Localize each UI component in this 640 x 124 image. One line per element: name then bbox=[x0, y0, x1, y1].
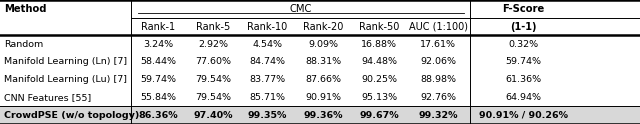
Bar bbox=[0, 106, 640, 124]
Text: 17.61%: 17.61% bbox=[420, 40, 456, 49]
Text: 92.06%: 92.06% bbox=[420, 58, 456, 66]
Text: 99.36%: 99.36% bbox=[303, 111, 343, 120]
Text: 3.24%: 3.24% bbox=[143, 40, 173, 49]
Text: 85.71%: 85.71% bbox=[249, 93, 285, 102]
Text: 88.31%: 88.31% bbox=[305, 58, 341, 66]
Text: AUC (1:100): AUC (1:100) bbox=[409, 22, 468, 32]
Text: 61.36%: 61.36% bbox=[505, 75, 541, 84]
Text: 79.54%: 79.54% bbox=[195, 75, 231, 84]
Text: 2.92%: 2.92% bbox=[198, 40, 228, 49]
Text: Manifold Learning (Lu) [7]: Manifold Learning (Lu) [7] bbox=[4, 75, 127, 84]
Text: 58.44%: 58.44% bbox=[140, 58, 177, 66]
Text: CMC: CMC bbox=[290, 4, 312, 14]
Text: (1-1): (1-1) bbox=[510, 22, 536, 32]
Text: 97.40%: 97.40% bbox=[193, 111, 232, 120]
Text: 4.54%: 4.54% bbox=[252, 40, 282, 49]
Text: Rank-20: Rank-20 bbox=[303, 22, 344, 32]
Text: 99.32%: 99.32% bbox=[419, 111, 458, 120]
Text: Rank-10: Rank-10 bbox=[247, 22, 287, 32]
Text: 90.25%: 90.25% bbox=[361, 75, 397, 84]
Text: Rank-5: Rank-5 bbox=[196, 22, 230, 32]
Text: 88.98%: 88.98% bbox=[420, 75, 456, 84]
Text: Random: Random bbox=[4, 40, 43, 49]
Text: 99.67%: 99.67% bbox=[360, 111, 399, 120]
Text: 99.35%: 99.35% bbox=[248, 111, 287, 120]
Text: 94.48%: 94.48% bbox=[361, 58, 397, 66]
Text: 64.94%: 64.94% bbox=[505, 93, 541, 102]
Text: CNN Features [55]: CNN Features [55] bbox=[4, 93, 91, 102]
Text: 79.54%: 79.54% bbox=[195, 93, 231, 102]
Text: 55.84%: 55.84% bbox=[140, 93, 177, 102]
Text: 87.66%: 87.66% bbox=[305, 75, 341, 84]
Text: 77.60%: 77.60% bbox=[195, 58, 231, 66]
Text: 59.74%: 59.74% bbox=[505, 58, 541, 66]
Text: 9.09%: 9.09% bbox=[308, 40, 338, 49]
Text: 84.74%: 84.74% bbox=[249, 58, 285, 66]
Text: F-Score: F-Score bbox=[502, 4, 545, 14]
Text: 83.77%: 83.77% bbox=[249, 75, 285, 84]
Text: 0.32%: 0.32% bbox=[508, 40, 538, 49]
Text: CrowdPSE (w/o topology): CrowdPSE (w/o topology) bbox=[4, 111, 140, 120]
Text: Manifold Learning (Ln) [7]: Manifold Learning (Ln) [7] bbox=[4, 58, 127, 66]
Text: Method: Method bbox=[4, 4, 46, 14]
Text: Rank-50: Rank-50 bbox=[359, 22, 399, 32]
Text: Rank-1: Rank-1 bbox=[141, 22, 175, 32]
Text: 86.36%: 86.36% bbox=[139, 111, 178, 120]
Text: 59.74%: 59.74% bbox=[140, 75, 177, 84]
Text: 16.88%: 16.88% bbox=[361, 40, 397, 49]
Text: 92.76%: 92.76% bbox=[420, 93, 456, 102]
Text: 95.13%: 95.13% bbox=[361, 93, 397, 102]
Text: 90.91%: 90.91% bbox=[305, 93, 341, 102]
Text: 90.91% / 90.26%: 90.91% / 90.26% bbox=[479, 111, 568, 120]
